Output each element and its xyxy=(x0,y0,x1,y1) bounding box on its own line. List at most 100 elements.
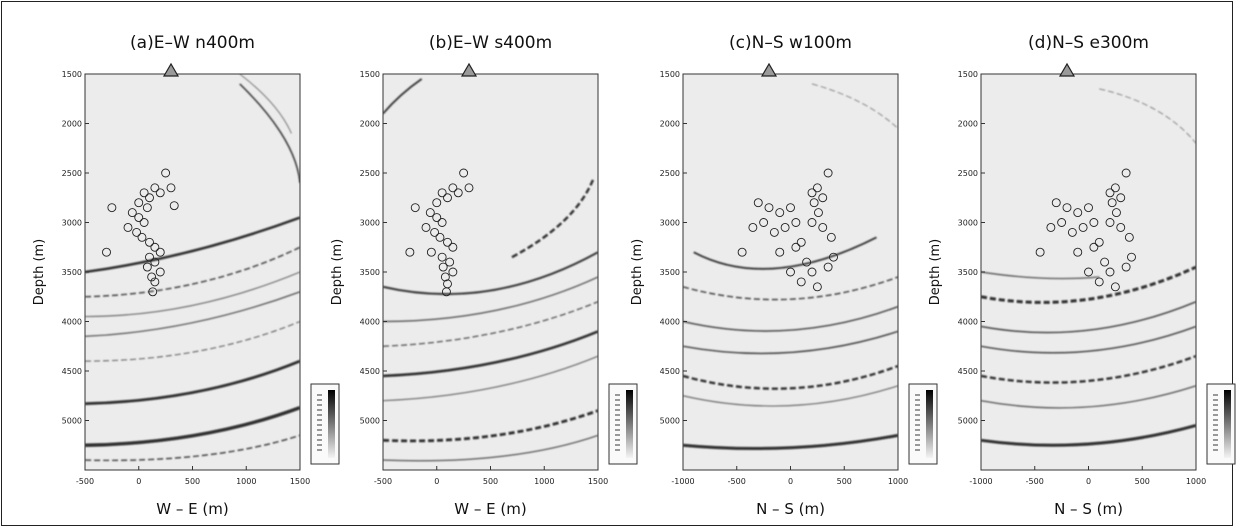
x-tick-label: 1000 xyxy=(534,477,554,486)
colorbar-tick xyxy=(1213,419,1218,421)
event-point xyxy=(823,262,833,272)
y-tick-label: 4000 xyxy=(62,318,82,327)
x-tick-label: -1000 xyxy=(671,477,694,486)
reflector-arc xyxy=(85,406,300,447)
colorbar-tick xyxy=(915,419,920,421)
y-tick-label: 2500 xyxy=(660,169,680,178)
event-point xyxy=(786,203,795,213)
x-axis-label-a: W – E (m) xyxy=(156,500,228,518)
reflector-arc xyxy=(981,355,1196,384)
event-point xyxy=(134,198,144,208)
migration-image-a xyxy=(85,74,300,462)
station-triangle-icon xyxy=(1058,62,1076,77)
event-point xyxy=(818,193,828,203)
colorbar-tick xyxy=(615,419,620,421)
colorbar-tick xyxy=(1213,429,1218,431)
event-point xyxy=(448,183,458,193)
reflector-arc xyxy=(511,177,595,259)
event-point xyxy=(1105,188,1115,198)
migration-image-b xyxy=(383,78,598,462)
x-tick-label: 0 xyxy=(136,477,141,486)
reflector-arc xyxy=(239,74,292,134)
x-tick-label: 0 xyxy=(788,477,793,486)
event-point xyxy=(139,218,149,227)
event-point xyxy=(405,247,415,257)
reflector-arc xyxy=(383,301,598,347)
y-tick-label: 1500 xyxy=(660,70,680,79)
event-point xyxy=(441,287,451,297)
colorbar-tick xyxy=(615,444,620,446)
event-point xyxy=(1127,252,1136,262)
station-triangle-icon xyxy=(460,62,478,77)
y-tick-label: 3500 xyxy=(62,268,82,277)
event-point xyxy=(102,247,111,257)
event-point xyxy=(786,267,795,277)
reflector-arc xyxy=(85,271,300,318)
panel-title-c: (c)N–S w100m xyxy=(729,33,852,53)
colorbar-gradient xyxy=(328,390,335,458)
colorbar-tick xyxy=(1213,414,1218,416)
event-point xyxy=(123,222,133,232)
colorbar-tick xyxy=(1213,404,1218,406)
event-point xyxy=(1121,168,1131,178)
migration-image-d xyxy=(981,88,1196,447)
y-tick-label: 2000 xyxy=(958,120,978,129)
event-point xyxy=(1073,247,1083,257)
event-point xyxy=(814,208,823,218)
event-point xyxy=(155,247,165,257)
y-tick-label: 2500 xyxy=(360,169,380,178)
colorbar-tick xyxy=(915,414,920,416)
event-point xyxy=(1105,267,1115,277)
colorbar-gradient xyxy=(926,390,933,458)
colorbar-tick xyxy=(915,409,920,411)
colorbar-tick xyxy=(615,424,620,426)
event-point xyxy=(410,203,420,213)
reflector-arc xyxy=(683,364,898,390)
event-point xyxy=(453,188,463,198)
colorbar-tick xyxy=(615,404,620,406)
colorbar-tick xyxy=(915,439,920,441)
event-point xyxy=(1110,183,1120,193)
y-tick-label: 2500 xyxy=(958,169,978,178)
event-point xyxy=(150,277,160,287)
reflector-arc xyxy=(981,325,1196,354)
event-point xyxy=(430,227,440,237)
event-point xyxy=(796,277,806,287)
panel-title-a: (a)E–W n400m xyxy=(130,33,255,53)
reflector-arc xyxy=(383,434,598,462)
event-point xyxy=(823,168,833,178)
event-point xyxy=(134,213,144,223)
colorbar-tick xyxy=(317,419,322,421)
event-point xyxy=(1116,222,1126,232)
event-point xyxy=(155,267,165,277)
event-point xyxy=(445,257,455,267)
reflector-arc xyxy=(683,433,898,451)
event-point xyxy=(137,232,147,242)
event-point xyxy=(775,208,785,218)
station-triangle-icon xyxy=(760,62,778,77)
event-point xyxy=(150,183,160,193)
x-tick-label: -500 xyxy=(76,477,94,486)
x-tick-label: 1500 xyxy=(290,477,310,486)
reflector-arc xyxy=(683,276,898,301)
reflector-arc xyxy=(981,424,1196,447)
event-point xyxy=(432,213,442,223)
reflector-arc xyxy=(683,305,898,332)
colorbar-tick xyxy=(317,439,322,441)
event-point xyxy=(1094,277,1104,287)
event-point xyxy=(826,232,836,242)
colorbar-tick xyxy=(1213,409,1218,411)
event-point xyxy=(1089,218,1099,227)
reflector-arc xyxy=(85,434,300,462)
event-point xyxy=(802,257,812,267)
event-point xyxy=(437,252,447,262)
event-point xyxy=(759,218,769,227)
panel-c: (c)N–S w100m -1000 -500 0 500 1000 1500 2000 250… xyxy=(630,33,938,518)
event-point xyxy=(443,237,452,247)
plot-area-d xyxy=(981,74,1196,470)
y-tick-label: 4500 xyxy=(660,367,680,376)
colorbar-tick xyxy=(915,444,920,446)
event-point xyxy=(807,218,817,227)
event-point xyxy=(1110,282,1120,292)
y-tick-label: 3500 xyxy=(958,268,978,277)
